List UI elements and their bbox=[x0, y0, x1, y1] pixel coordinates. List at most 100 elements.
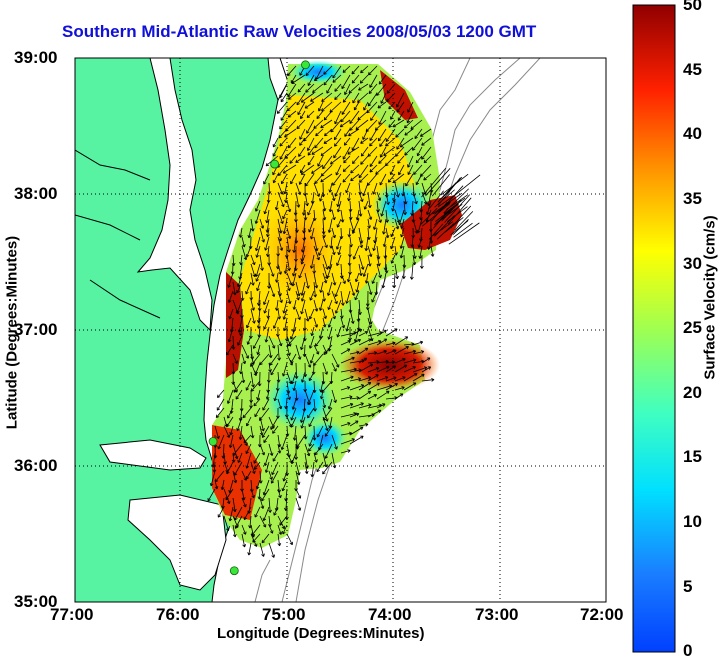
velocity-arrow bbox=[363, 200, 369, 210]
velocity-arrow bbox=[287, 110, 297, 118]
velocity-arrow bbox=[423, 173, 432, 181]
velocity-arrow bbox=[284, 128, 297, 138]
velocity-arrow bbox=[241, 344, 250, 359]
velocity-arrow bbox=[368, 83, 378, 94]
velocity-arrow bbox=[313, 344, 320, 355]
velocity-arrow bbox=[368, 65, 378, 76]
velocity-arrow bbox=[416, 146, 423, 157]
velocity-arrow bbox=[422, 203, 451, 227]
velocity-arrow bbox=[369, 155, 378, 167]
velocity-arrow bbox=[386, 83, 396, 94]
grid-lines bbox=[75, 58, 606, 602]
velocity-arrow bbox=[282, 209, 288, 220]
velocity-arrow bbox=[372, 182, 378, 195]
velocity-arrow bbox=[394, 146, 405, 157]
velocity-arrow bbox=[241, 245, 248, 261]
velocity-arrow bbox=[454, 174, 481, 196]
velocity-arrow bbox=[443, 188, 469, 214]
velocity-arrow bbox=[331, 272, 337, 286]
velocity-arrow bbox=[276, 101, 288, 114]
velocity-arrow bbox=[319, 389, 324, 400]
velocity-arrow bbox=[236, 299, 243, 314]
velocity-arrow bbox=[448, 222, 480, 245]
velocity-arrow bbox=[335, 164, 342, 176]
velocity-arrow bbox=[367, 317, 372, 329]
velocity-arrow bbox=[344, 83, 351, 95]
velocity-arrow bbox=[232, 524, 237, 538]
velocity-arrow bbox=[286, 533, 294, 546]
velocity-arrow bbox=[359, 173, 369, 183]
velocity-arrow bbox=[279, 137, 288, 147]
velocity-arrow bbox=[290, 173, 297, 185]
velocity-arrow bbox=[394, 386, 405, 391]
velocity-arrow bbox=[304, 443, 311, 457]
velocity-arrow bbox=[364, 236, 369, 252]
velocity-arrow bbox=[288, 92, 297, 100]
velocity-arrow bbox=[314, 137, 324, 149]
velocity-arrow bbox=[421, 377, 435, 382]
velocity-arrow bbox=[360, 155, 369, 165]
velocity-arrow bbox=[332, 65, 342, 79]
velocity-arrow bbox=[241, 524, 247, 535]
velocity-arrow bbox=[379, 146, 387, 158]
velocity-arrow bbox=[319, 191, 324, 202]
velocity-arrow bbox=[250, 254, 256, 266]
velocity-arrow bbox=[394, 263, 399, 280]
velocity-arrow bbox=[326, 281, 333, 296]
velocity-arrow bbox=[290, 452, 297, 465]
velocity-arrow bbox=[358, 254, 365, 270]
velocity-arrow bbox=[322, 236, 328, 249]
velocity-arrow bbox=[321, 92, 333, 103]
velocity-arrow bbox=[367, 209, 373, 220]
velocity-arrow bbox=[250, 308, 256, 324]
velocity-arrow bbox=[348, 128, 360, 137]
velocity-arrow bbox=[355, 209, 360, 221]
velocity-arrow bbox=[307, 137, 315, 152]
velocity-arrow bbox=[342, 65, 351, 73]
velocity-arrow bbox=[376, 349, 387, 355]
velocity-arrow bbox=[323, 344, 333, 355]
velocity-arrow bbox=[404, 146, 414, 156]
velocity-arrow bbox=[403, 358, 417, 364]
velocity-arrow bbox=[270, 470, 279, 484]
velocity-arrow bbox=[229, 425, 234, 436]
velocity-arrow bbox=[334, 299, 342, 314]
velocity-arrow bbox=[333, 128, 342, 141]
velocity-arrow bbox=[226, 344, 234, 356]
velocity-arrow bbox=[378, 110, 387, 125]
velocity-arrow bbox=[322, 227, 326, 239]
velocity-arrow bbox=[236, 281, 243, 294]
velocity-arrow bbox=[419, 207, 438, 226]
velocity-arrow bbox=[259, 218, 265, 229]
velocity-arrow bbox=[452, 218, 469, 235]
velocity-arrow bbox=[226, 389, 234, 404]
velocity-arrow bbox=[430, 245, 435, 257]
velocity-arrow bbox=[351, 65, 360, 75]
velocity-arrow bbox=[266, 308, 271, 319]
velocity-arrow bbox=[358, 403, 372, 409]
velocity-arrow bbox=[227, 272, 234, 288]
velocity-arrow bbox=[437, 184, 454, 203]
colorbar-tick-label: 10 bbox=[683, 512, 702, 531]
velocity-arrow bbox=[427, 236, 432, 250]
velocity-arrow bbox=[292, 299, 297, 310]
velocity-arrow bbox=[323, 74, 333, 86]
velocity-arrow bbox=[263, 452, 270, 467]
velocity-arrow bbox=[382, 236, 387, 248]
velocity-arrow bbox=[412, 366, 428, 373]
velocity-arrow bbox=[309, 353, 315, 364]
velocity-arrow bbox=[279, 515, 288, 526]
velocity-arrow bbox=[282, 218, 288, 235]
velocity-arrow bbox=[431, 174, 450, 197]
velocity-arrow bbox=[351, 74, 360, 84]
velocity-arrow bbox=[272, 137, 279, 148]
velocity-arrow bbox=[353, 101, 360, 111]
velocity-arrow bbox=[254, 407, 261, 418]
velocity-arrow bbox=[268, 263, 275, 277]
velocity-arrow bbox=[313, 299, 319, 312]
velocity-arrow bbox=[369, 128, 378, 142]
velocity-arrow bbox=[283, 182, 288, 195]
velocity-arrow bbox=[262, 479, 270, 496]
velocity-arrow bbox=[239, 254, 243, 266]
